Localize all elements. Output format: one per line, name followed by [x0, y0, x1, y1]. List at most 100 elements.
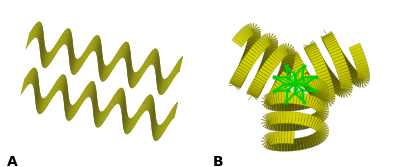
Polygon shape — [332, 82, 342, 93]
Polygon shape — [261, 119, 273, 124]
Polygon shape — [68, 33, 72, 50]
Polygon shape — [44, 52, 48, 68]
Polygon shape — [96, 38, 100, 55]
Polygon shape — [241, 57, 253, 64]
Polygon shape — [128, 58, 131, 75]
Polygon shape — [288, 99, 291, 111]
Polygon shape — [297, 72, 302, 85]
Polygon shape — [340, 85, 352, 87]
Polygon shape — [45, 52, 50, 68]
Polygon shape — [275, 49, 285, 59]
Polygon shape — [154, 124, 158, 140]
Polygon shape — [63, 29, 67, 45]
Polygon shape — [54, 40, 59, 57]
Polygon shape — [165, 75, 170, 92]
Polygon shape — [40, 41, 44, 58]
Polygon shape — [290, 99, 295, 111]
Polygon shape — [315, 62, 327, 71]
Polygon shape — [72, 59, 76, 75]
Polygon shape — [30, 68, 34, 84]
Polygon shape — [70, 46, 73, 64]
Polygon shape — [98, 49, 102, 66]
Polygon shape — [341, 87, 350, 95]
Polygon shape — [330, 49, 342, 57]
Polygon shape — [327, 43, 339, 51]
Polygon shape — [317, 130, 329, 134]
Polygon shape — [247, 91, 258, 97]
Polygon shape — [251, 84, 262, 92]
Polygon shape — [69, 39, 72, 56]
Polygon shape — [147, 95, 152, 111]
Polygon shape — [283, 53, 295, 55]
Polygon shape — [50, 85, 54, 102]
Polygon shape — [249, 86, 261, 93]
Polygon shape — [307, 48, 318, 56]
Polygon shape — [132, 112, 137, 129]
Polygon shape — [95, 36, 99, 52]
Polygon shape — [268, 34, 273, 45]
Polygon shape — [33, 69, 37, 86]
Polygon shape — [36, 91, 40, 108]
Polygon shape — [266, 99, 277, 106]
Polygon shape — [35, 22, 40, 37]
Polygon shape — [173, 63, 177, 80]
Polygon shape — [358, 73, 370, 76]
Polygon shape — [279, 139, 282, 151]
Polygon shape — [93, 93, 97, 111]
Polygon shape — [248, 89, 259, 96]
Polygon shape — [241, 59, 253, 69]
Polygon shape — [268, 92, 280, 100]
Polygon shape — [268, 96, 279, 103]
Polygon shape — [151, 49, 155, 64]
Polygon shape — [22, 76, 27, 93]
Polygon shape — [150, 100, 154, 116]
Polygon shape — [283, 51, 295, 54]
Polygon shape — [352, 53, 365, 60]
Polygon shape — [74, 59, 78, 75]
Polygon shape — [339, 61, 351, 71]
Polygon shape — [322, 31, 331, 40]
Polygon shape — [110, 96, 114, 113]
Polygon shape — [295, 68, 307, 77]
Polygon shape — [165, 113, 170, 130]
Polygon shape — [86, 82, 90, 99]
Polygon shape — [93, 92, 96, 109]
Polygon shape — [163, 116, 168, 133]
Polygon shape — [334, 53, 345, 63]
Polygon shape — [142, 60, 146, 77]
Polygon shape — [174, 61, 179, 77]
Polygon shape — [109, 97, 113, 114]
Polygon shape — [93, 35, 98, 51]
Polygon shape — [96, 37, 100, 54]
Polygon shape — [287, 54, 298, 60]
Polygon shape — [42, 97, 46, 113]
Polygon shape — [68, 105, 72, 121]
Polygon shape — [70, 52, 74, 69]
Polygon shape — [252, 44, 264, 54]
Polygon shape — [262, 57, 274, 63]
Polygon shape — [292, 61, 304, 69]
Polygon shape — [236, 68, 248, 76]
Polygon shape — [351, 73, 360, 84]
Polygon shape — [56, 37, 60, 54]
Polygon shape — [132, 72, 136, 88]
Polygon shape — [270, 91, 282, 99]
Polygon shape — [177, 58, 181, 74]
Polygon shape — [90, 82, 94, 98]
Polygon shape — [164, 76, 169, 92]
Polygon shape — [300, 117, 306, 130]
Polygon shape — [138, 66, 142, 83]
Polygon shape — [300, 73, 306, 85]
Polygon shape — [73, 59, 77, 75]
Polygon shape — [124, 115, 128, 132]
Polygon shape — [70, 105, 74, 121]
Polygon shape — [67, 31, 71, 48]
Polygon shape — [172, 104, 176, 120]
Polygon shape — [248, 91, 258, 98]
Polygon shape — [245, 45, 258, 52]
Polygon shape — [315, 80, 324, 91]
Polygon shape — [42, 50, 46, 66]
Polygon shape — [312, 113, 320, 125]
Polygon shape — [358, 77, 370, 82]
Polygon shape — [310, 117, 318, 129]
